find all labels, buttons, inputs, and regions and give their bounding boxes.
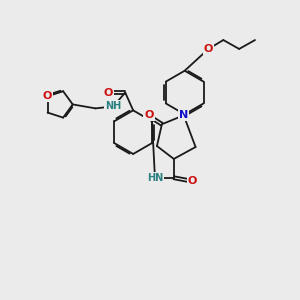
Text: HN: HN <box>147 173 163 183</box>
Text: N: N <box>179 110 188 120</box>
Text: O: O <box>43 91 52 101</box>
Text: O: O <box>144 110 154 120</box>
Text: O: O <box>204 44 213 54</box>
Text: O: O <box>188 176 197 186</box>
Text: NH: NH <box>105 101 122 111</box>
Text: O: O <box>104 88 113 98</box>
